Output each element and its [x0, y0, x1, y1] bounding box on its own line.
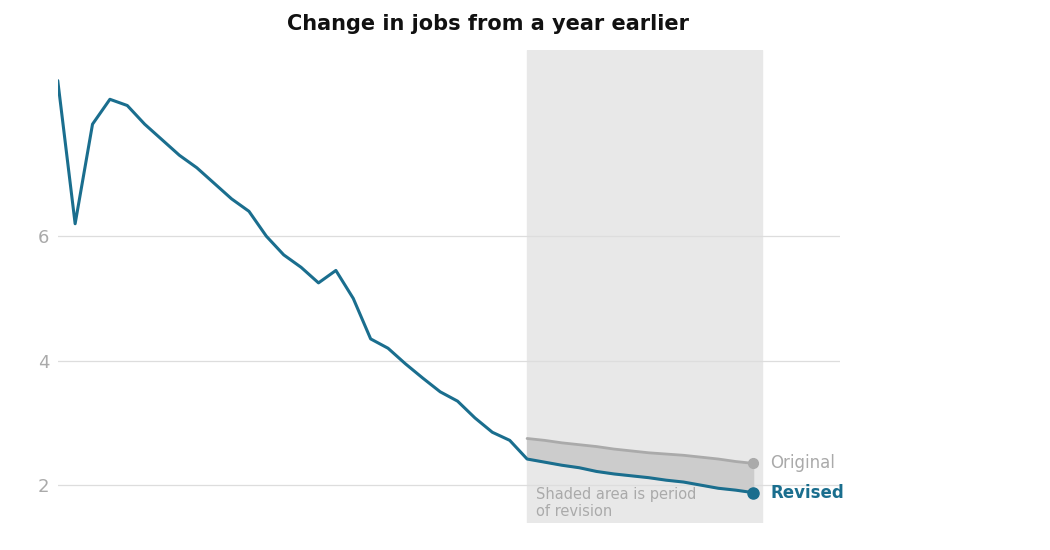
Text: Shaded area is period
of revision: Shaded area is period of revision [536, 487, 696, 519]
Text: Original: Original [771, 454, 836, 472]
Title: Change in jobs from a year earlier: Change in jobs from a year earlier [287, 14, 689, 34]
Bar [527, 50, 761, 522]
Text: Revised: Revised [771, 483, 844, 502]
